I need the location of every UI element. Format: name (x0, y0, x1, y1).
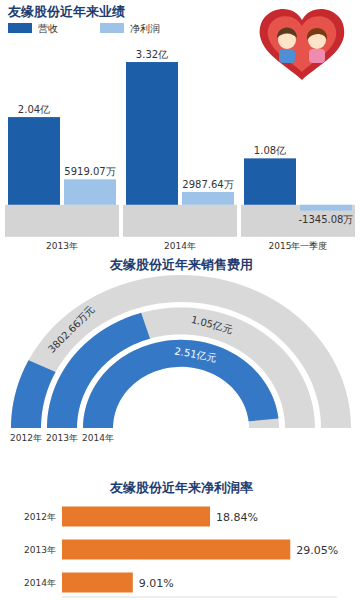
bar (62, 573, 133, 593)
heart-shape (260, 9, 345, 80)
legend-swatch (8, 23, 32, 33)
bars (62, 507, 290, 593)
bar (8, 117, 60, 205)
chart-title: 友缘股份近年来净利润率 (109, 480, 253, 495)
ring-track (83, 340, 279, 428)
bars (8, 62, 352, 211)
baseline-band (241, 205, 355, 237)
tick-label: 2013年 (46, 433, 78, 443)
tick-label: 2013年 (24, 545, 56, 555)
infographic: 友缘股份近年来业绩营收 净利润 2.04亿 3.32亿 1.08亿 5919.07万 298… (0, 0, 362, 600)
data-label: 9.01% (139, 577, 174, 590)
chart-title: 友缘股份近年来销售费用 (109, 257, 253, 272)
tick-label: 2013年 (46, 241, 78, 251)
legend-swatch (100, 23, 124, 33)
rings (11, 275, 351, 428)
body (309, 49, 325, 63)
tick-label: 2014年 (82, 433, 114, 443)
data-label: 2.04亿 (18, 104, 50, 115)
legend-label: 营收 (38, 23, 58, 34)
bar (64, 179, 116, 204)
baseline-band (123, 205, 237, 237)
bar (62, 540, 290, 560)
tick-label: 2014年 (164, 241, 196, 251)
ring-bar (83, 340, 278, 428)
data-label: 2.51亿元 (174, 345, 218, 363)
tick-label: 2012年 (10, 433, 42, 443)
ring-track (11, 275, 351, 428)
bar (300, 205, 352, 211)
data-label: 2987.64万 (182, 179, 233, 190)
data-label: 3802.66万元 (46, 304, 97, 355)
bar (182, 192, 234, 205)
bar (244, 158, 296, 204)
data-label: 5919.07万 (64, 166, 115, 177)
legend-label: 净利润 (130, 23, 160, 34)
hair (307, 28, 327, 40)
tick-label: 2015年一季度 (269, 241, 328, 251)
data-label: -1345.08万 (299, 214, 354, 225)
data-label: 1.05亿元 (190, 314, 234, 336)
baseline-band (5, 205, 119, 237)
data-label: 3.32亿 (136, 49, 168, 60)
data-label: 1.08亿 (254, 145, 286, 156)
heart-inner (268, 16, 336, 72)
hair (277, 28, 297, 39)
ring-track (47, 307, 315, 428)
tick-label: 2014年 (24, 578, 56, 588)
body (279, 49, 295, 63)
axis-line (62, 597, 337, 598)
tick-label: 2012年 (24, 512, 56, 522)
bar (126, 62, 178, 205)
data-label: 29.05% (296, 544, 338, 557)
heart-decoration (260, 9, 345, 80)
data-label: 18.84% (216, 511, 258, 524)
chart-title: 友缘股份近年来业绩 (7, 4, 125, 19)
bar (62, 507, 210, 527)
